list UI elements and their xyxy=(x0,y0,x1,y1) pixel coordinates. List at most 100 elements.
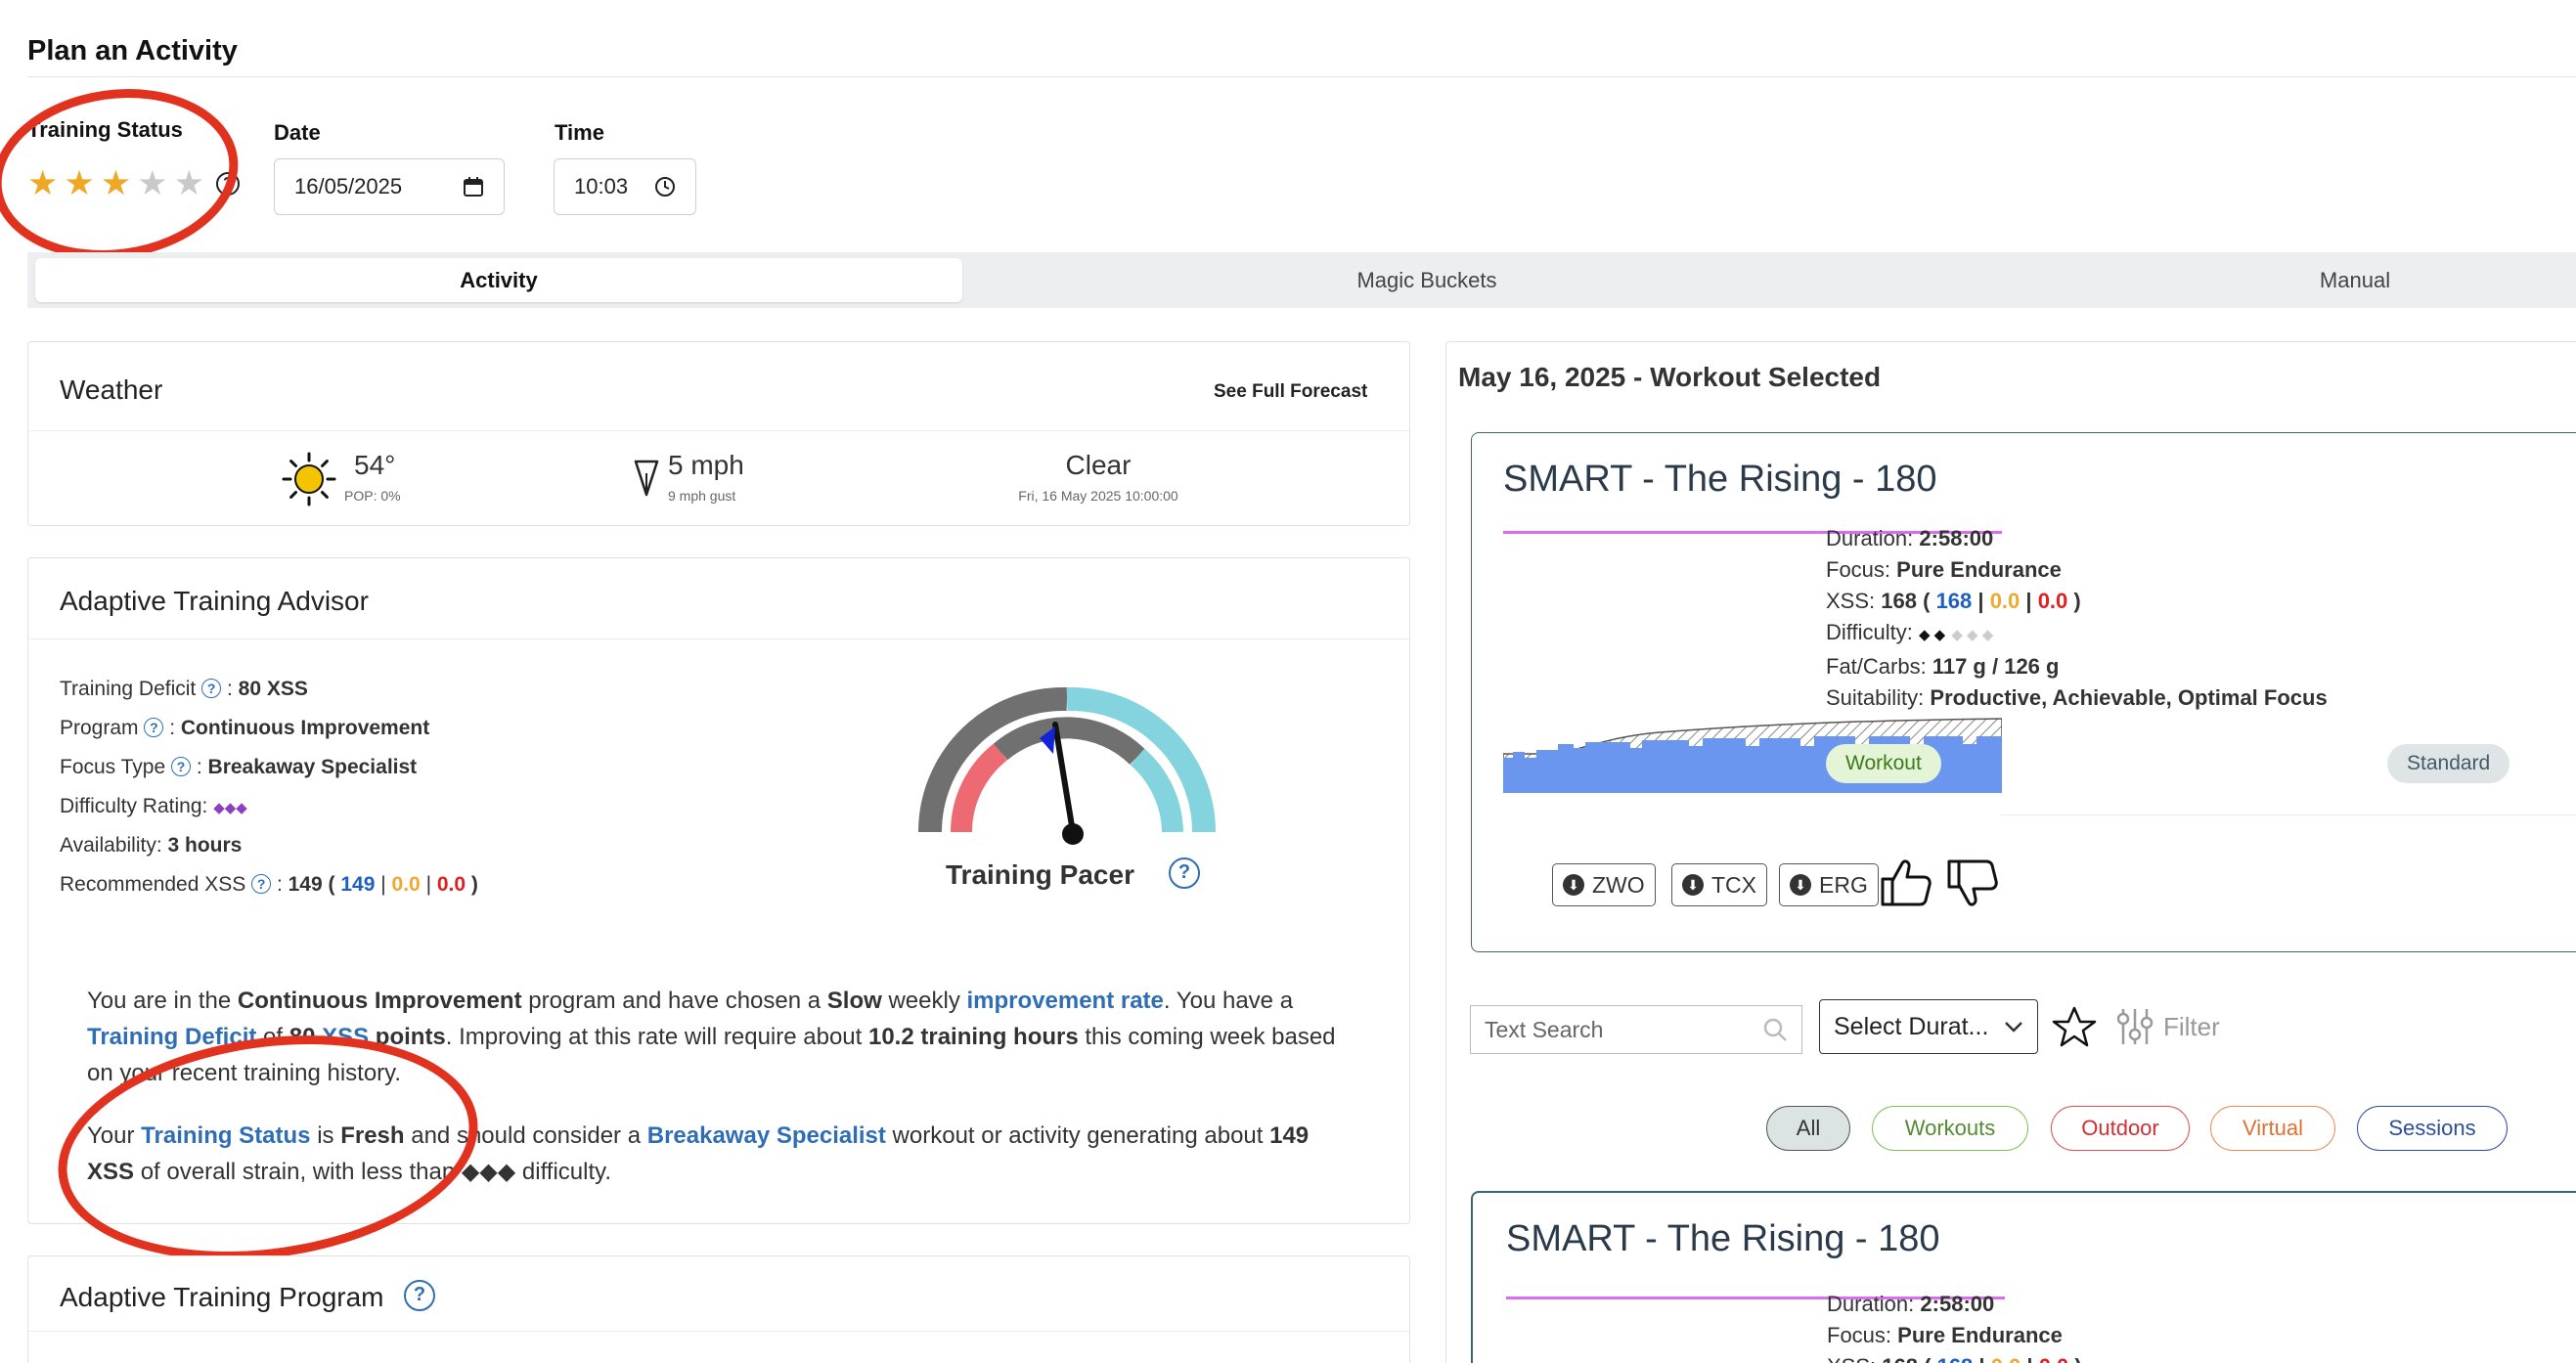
difficulty-value: ◆◆◆ xyxy=(213,800,247,816)
time-value: 10:03 xyxy=(574,174,629,198)
advisor-divider xyxy=(28,638,1409,639)
weather-condition: Clear xyxy=(1065,450,1132,480)
search-icon xyxy=(1763,1018,1787,1041)
filter-all[interactable]: All xyxy=(1766,1106,1850,1151)
filter-virtual[interactable]: Virtual xyxy=(2210,1106,2335,1151)
advisor-card: Adaptive Training Advisor Training Defic… xyxy=(27,557,1410,1224)
filter-workouts[interactable]: Workouts xyxy=(1872,1106,2028,1151)
star-icon: ★ xyxy=(100,164,132,202)
thumbs-down-icon[interactable] xyxy=(1945,857,2000,908)
xss-link[interactable]: XSS xyxy=(322,1024,370,1050)
search-input[interactable]: Text Search xyxy=(1470,1005,1802,1054)
temperature: 54° xyxy=(354,450,396,480)
improvement-rate-link[interactable]: improvement rate xyxy=(966,988,1164,1014)
title-divider xyxy=(27,76,2576,77)
star-icon: ★ xyxy=(137,164,168,202)
status-value: Fresh xyxy=(340,1122,405,1149)
advisor-paragraph-2: Your Training Status is Fresh and should… xyxy=(87,1122,1310,1185)
tab-manual[interactable]: Manual xyxy=(2319,267,2391,292)
selected-workout-card[interactable]: SMART - The Rising - 180 Duration: 2:58:… xyxy=(1471,432,2576,952)
tag-workout: Workout xyxy=(1826,744,1941,783)
training-pacer-gauge xyxy=(918,686,1216,845)
date-label: Date xyxy=(274,120,321,145)
program-row: Program ? : Continuous Improvement xyxy=(60,717,430,739)
deficit-row: Training Deficit ? : 80 XSS xyxy=(60,678,308,700)
focus-value: Breakaway Specialist xyxy=(207,756,418,778)
tag-standard: Standard xyxy=(2387,744,2510,783)
help-icon[interactable]: ? xyxy=(251,874,272,894)
see-full-forecast-link[interactable]: See Full Forecast xyxy=(1214,381,1368,402)
download-tcx-button[interactable]: ⬇ TCX xyxy=(1671,863,1767,906)
time-label: Time xyxy=(555,120,604,145)
program-card: Adaptive Training Program ? xyxy=(27,1255,1410,1363)
workout-details: Duration: 2:58:00 Focus: Pure Endurance … xyxy=(1826,523,2334,714)
clock-icon[interactable] xyxy=(654,176,676,198)
help-icon[interactable]: ? xyxy=(404,1280,435,1311)
download-icon: ⬇ xyxy=(1682,874,1704,896)
help-icon[interactable]: ? xyxy=(144,718,164,737)
workout-underline xyxy=(1506,1297,2005,1299)
difficulty-label: Difficulty Rating: xyxy=(60,795,208,817)
filter-outdoor[interactable]: Outdoor xyxy=(2051,1106,2190,1151)
focus-row: Focus: Pure Endurance xyxy=(1827,1323,2063,1347)
search-placeholder: Text Search xyxy=(1485,1016,1604,1042)
advisor-paragraph-1: You are in the Continuous Improvement pr… xyxy=(87,988,1336,1086)
help-icon[interactable]: ? xyxy=(201,679,222,698)
card-divider xyxy=(2000,814,2576,815)
list-item-details: Duration: 2:58:00 Focus: Pure Endurance … xyxy=(1827,1289,2335,1363)
workout-underline xyxy=(1503,531,2002,534)
calendar-icon[interactable] xyxy=(463,176,484,198)
download-zwo-button[interactable]: ⬇ ZWO xyxy=(1552,863,1656,906)
rec-total: 149 xyxy=(288,873,323,896)
focus-label: Focus Type xyxy=(60,756,166,778)
download-icon: ⬇ xyxy=(1563,874,1584,896)
program-label: Program xyxy=(60,717,139,739)
duration-select[interactable]: Select Durat... xyxy=(1819,999,2038,1054)
difficulty-row: Difficulty Rating: ◆◆◆ xyxy=(60,787,666,826)
help-icon[interactable]: ? xyxy=(171,757,192,776)
tab-activity[interactable]: Activity xyxy=(35,258,962,302)
wind-speed: 5 mph xyxy=(668,450,744,480)
selected-heading: May 16, 2025 - Workout Selected xyxy=(1458,362,1882,392)
filter-button[interactable]: Filter xyxy=(2116,1007,2220,1046)
time-field[interactable]: 10:03 xyxy=(554,158,696,215)
focus-row: Focus: Pure Endurance xyxy=(1826,557,2062,582)
thumbs-up-icon[interactable] xyxy=(1879,857,1933,908)
download-erg-button[interactable]: ⬇ ERG xyxy=(1779,863,1879,906)
filter-sessions[interactable]: Sessions xyxy=(2357,1106,2508,1151)
training-status-label: Training Status xyxy=(27,117,183,142)
date-field[interactable]: 16/05/2025 xyxy=(274,158,505,215)
deficit-label: Training Deficit xyxy=(60,678,197,700)
suitability-row: Suitability: Productive, Achievable, Opt… xyxy=(1826,685,2328,710)
breakaway-specialist-link[interactable]: Breakaway Specialist xyxy=(646,1122,886,1149)
star-icon: ★ xyxy=(173,164,204,202)
rate-name: Slow xyxy=(826,988,882,1014)
chevron-down-icon xyxy=(2005,1022,2022,1033)
program-name: Continuous Improvement xyxy=(237,988,522,1014)
download-icon: ⬇ xyxy=(1790,874,1811,896)
rec-peak: 0.0 xyxy=(436,873,466,896)
training-deficit-link[interactable]: Training Deficit xyxy=(87,1024,257,1050)
advisor-stats: Training Deficit ? : 80 XSS Program ? : … xyxy=(60,670,666,904)
training-hours: 10.2 training hours xyxy=(867,1024,1079,1050)
help-icon[interactable]: ? xyxy=(1169,857,1200,889)
duration-row: Duration: 2:58:00 xyxy=(1826,526,1994,550)
suggested-xss: 149 XSS xyxy=(87,1122,1310,1185)
sun-icon xyxy=(282,452,336,506)
page-title: Plan an Activity xyxy=(27,35,238,66)
training-pacer-label: Training Pacer xyxy=(946,859,1134,890)
deficit-value: 80 XSS xyxy=(238,678,308,700)
list-item-title[interactable]: SMART - The Rising - 180 xyxy=(1506,1218,1940,1259)
weather-card: Weather See Full Forecast 54° POP: 0% 5 … xyxy=(27,341,1410,526)
weather-timestamp: Fri, 16 May 2025 10:00:00 xyxy=(1018,488,1178,504)
help-icon[interactable]: ? xyxy=(215,171,240,196)
program-card-title: Adaptive Training Program xyxy=(60,1282,384,1312)
availability-label: Availability: xyxy=(60,834,162,857)
favorite-star-icon[interactable] xyxy=(2052,1005,2097,1048)
tab-magic-buckets[interactable]: Magic Buckets xyxy=(1356,267,1497,292)
training-status-stars: ★ ★ ★ ★ ★ ? xyxy=(27,166,240,200)
training-status-link[interactable]: Training Status xyxy=(141,1122,311,1149)
workout-title[interactable]: SMART - The Rising - 180 xyxy=(1503,459,1937,500)
xss-row: XSS: 168 ( 168 | 0.0 | 0.0 ) xyxy=(1826,589,2081,613)
workout-list-item[interactable]: SMART - The Rising - 180 Duration: 2:58:… xyxy=(1471,1191,2576,1363)
